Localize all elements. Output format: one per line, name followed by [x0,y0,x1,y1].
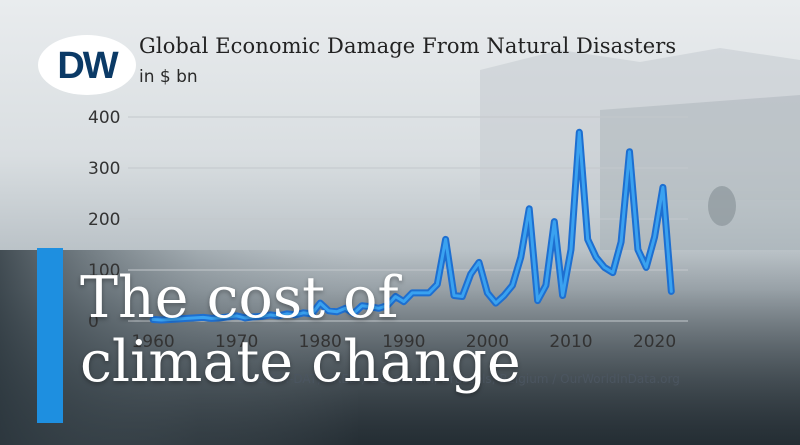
y-tick-label: 400 [88,108,120,128]
x-tick-label: 2000 [466,332,509,352]
headline: The cost of climate change [80,265,521,395]
y-tick-label: 0 [88,312,99,332]
x-tick-label: 1980 [299,332,342,352]
x-tick-label: 1990 [382,332,425,352]
x-tick-label: 2020 [633,332,676,352]
x-tick-label: 1960 [131,332,174,352]
source-note: Source: EM-DAT, CRED / UCLouvain, Brusse… [222,372,680,386]
y-tick-label: 200 [88,210,120,230]
chart-title: Global Economic Damage From Natural Disa… [139,34,677,58]
accent-bar [37,248,63,423]
x-tick-label: 2010 [549,332,592,352]
series-line [151,130,673,322]
logo-background [38,35,136,95]
y-tick-label: 100 [88,261,120,281]
logo-text: DW [57,45,118,87]
x-tick-label: 1970 [215,332,258,352]
y-tick-label: 300 [88,159,120,179]
dw-logo: DW [38,35,136,95]
chart-subtitle: in $ bn [139,67,198,87]
